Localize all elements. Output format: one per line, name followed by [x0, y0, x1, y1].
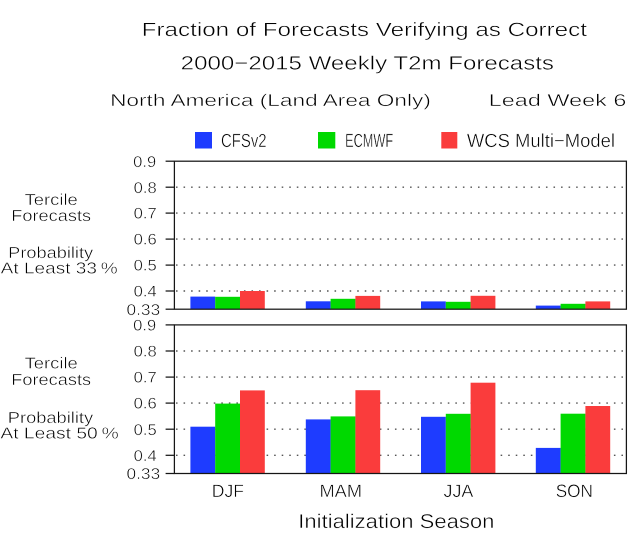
svg-text:0.9: 0.9 [133, 318, 156, 335]
svg-text:0.7: 0.7 [134, 206, 157, 223]
svg-text:Tercile: Tercile [25, 355, 78, 372]
svg-text:MAM: MAM [320, 481, 363, 501]
svg-text:0.8: 0.8 [134, 180, 157, 197]
svg-text:North America (Land Area Only): North America (Land Area Only) [110, 91, 431, 110]
svg-text:Probability: Probability [8, 410, 93, 427]
svg-text:0.8: 0.8 [134, 344, 157, 361]
svg-text:WCS Multi−Model: WCS Multi−Model [467, 131, 615, 152]
svg-text:0.7: 0.7 [134, 370, 157, 387]
svg-text:2000−2015 Weekly T2m Forecasts: 2000−2015 Weekly T2m Forecasts [181, 54, 554, 75]
svg-text:At Least 50 %: At Least 50 % [0, 425, 118, 442]
svg-text:0.5: 0.5 [134, 422, 157, 439]
svg-text:0.5: 0.5 [134, 258, 157, 275]
svg-text:0.33: 0.33 [127, 466, 161, 483]
svg-text:JJA: JJA [444, 481, 474, 501]
svg-text:Tercile: Tercile [25, 192, 78, 209]
svg-text:DJF: DJF [212, 481, 244, 501]
svg-text:0.6: 0.6 [134, 396, 157, 413]
svg-text:Initialization Season: Initialization Season [298, 511, 494, 533]
svg-text:SON: SON [556, 481, 593, 501]
svg-text:Lead Week 6: Lead Week 6 [489, 91, 627, 110]
svg-text:ECMWF: ECMWF [345, 131, 393, 152]
svg-text:CFSv2: CFSv2 [221, 131, 267, 152]
svg-text:Probability: Probability [8, 245, 93, 262]
svg-text:0.4: 0.4 [134, 448, 157, 465]
svg-text:0.33: 0.33 [127, 302, 161, 319]
svg-text:At Least 33 %: At Least 33 % [1, 261, 118, 278]
svg-text:0.4: 0.4 [134, 284, 157, 301]
svg-text:Forecasts: Forecasts [11, 208, 91, 225]
svg-text:Fraction of Forecasts Verifyin: Fraction of Forecasts Verifying as Corre… [142, 20, 588, 41]
svg-text:0.6: 0.6 [134, 232, 157, 249]
svg-text:0.9: 0.9 [133, 154, 156, 171]
svg-text:Forecasts: Forecasts [11, 372, 91, 389]
